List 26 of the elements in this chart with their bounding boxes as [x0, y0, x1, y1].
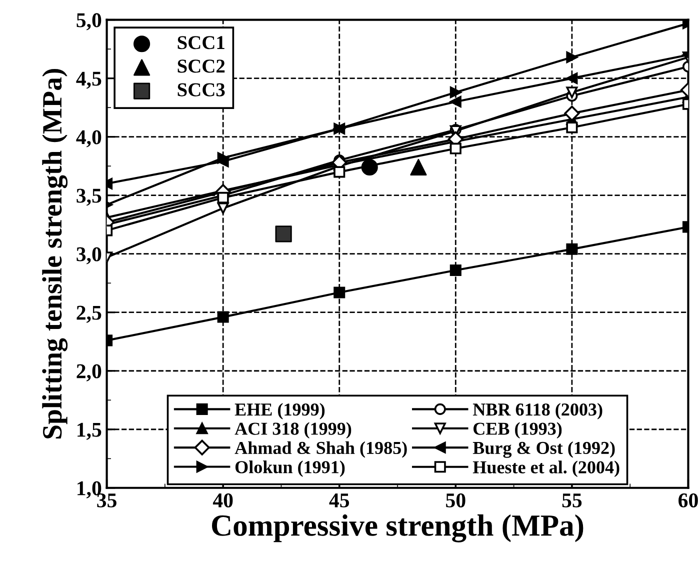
legend-label: EHE (1999)	[234, 402, 325, 420]
y-tick-label: 2,0	[76, 364, 102, 382]
y-tick-label: 3,0	[76, 247, 102, 264]
legend-label: CEB (1993)	[474, 422, 562, 439]
legend-label: Olokun (1991)	[235, 460, 345, 477]
legend-label: SCC1	[178, 36, 224, 50]
legend-label: SCC2	[178, 60, 225, 73]
y-tick-label: 4,5	[76, 72, 102, 89]
legend-label: Hueste et al. (2004)	[472, 460, 620, 478]
y-tick-label: 1,5	[78, 422, 102, 440]
legend-label: NBR 6118 (2003)	[472, 402, 602, 420]
legend-label: Ahmad & Shah (1985)	[234, 441, 407, 458]
x-tick-label: 45	[329, 493, 350, 508]
legend-label: Burg & Ost (1992)	[472, 441, 615, 458]
legend-label: SCC3	[178, 83, 225, 96]
y-axis-title: Splitting tensile strength (MPa)	[42, 68, 68, 438]
x-tick-label: 55	[562, 494, 582, 508]
x-tick-label: 50	[446, 493, 466, 508]
y-tick-label: 5,0	[76, 13, 102, 30]
legend-label: ACI 318 (1999)	[234, 422, 352, 439]
x-tick-label: 40	[212, 493, 233, 508]
y-tick-label: 2,5	[76, 306, 102, 323]
x-tick-label: 60	[678, 493, 698, 508]
x-axis-title: Compressive strength (MPa)	[212, 514, 584, 542]
y-tick-label: 4,0	[76, 130, 102, 148]
y-tick-label: 3,5	[76, 188, 102, 206]
